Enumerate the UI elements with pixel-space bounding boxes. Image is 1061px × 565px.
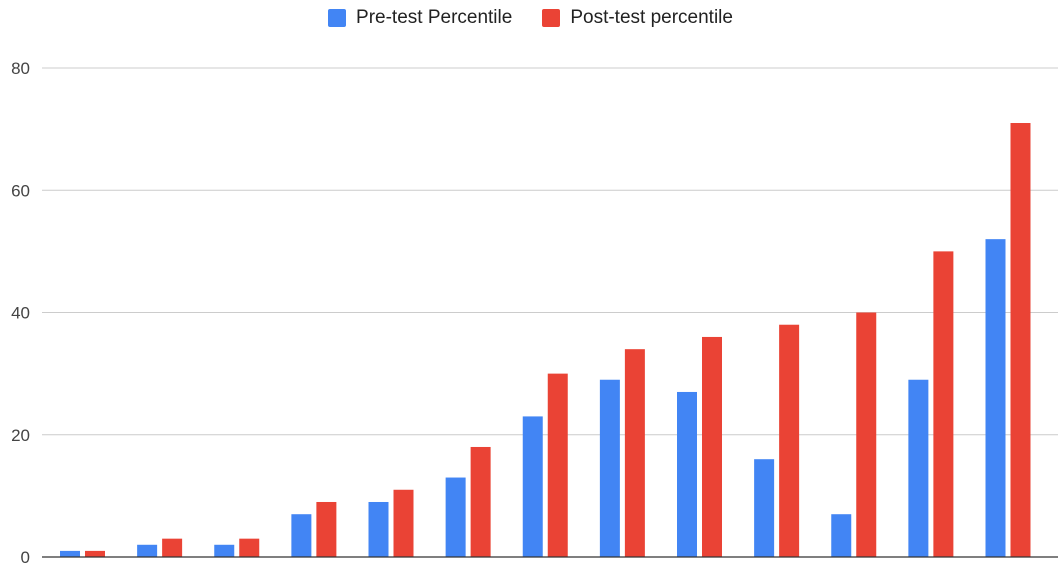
- bar-pre-9[interactable]: [677, 391, 697, 557]
- bar-post-7[interactable]: [547, 373, 568, 557]
- legend-swatch-pre-test: [328, 9, 347, 27]
- bar-pre-8[interactable]: [599, 379, 620, 557]
- legend-label-pre-test: Pre-test Percentile: [356, 7, 513, 28]
- bar-pre-2[interactable]: [137, 544, 158, 557]
- bar-pre-13[interactable]: [985, 239, 1006, 557]
- bar-pre-10[interactable]: [754, 459, 775, 557]
- y-tick-label-20: 20: [11, 426, 30, 445]
- y-tick-label-80: 80: [11, 59, 30, 78]
- legend-label-post-test: Post-test percentile: [570, 7, 733, 28]
- legend-item-pre-test[interactable]: Pre-test Percentile: [328, 7, 512, 29]
- bar-pre-1[interactable]: [60, 550, 80, 557]
- bar-post-12[interactable]: [933, 251, 954, 557]
- bar-pre-5[interactable]: [368, 501, 389, 557]
- bar-post-10[interactable]: [779, 324, 800, 557]
- bar-pre-3[interactable]: [214, 544, 235, 557]
- bar-post-4[interactable]: [316, 501, 337, 557]
- bar-pre-12[interactable]: [908, 379, 929, 557]
- bar-pre-7[interactable]: [522, 416, 543, 557]
- bar-pre-6[interactable]: [445, 477, 466, 557]
- bar-pre-4[interactable]: [291, 514, 312, 557]
- bar-post-9[interactable]: [702, 336, 722, 557]
- y-tick-label-60: 60: [11, 181, 30, 200]
- bar-pre-11[interactable]: [831, 514, 852, 557]
- bar-post-6[interactable]: [470, 446, 491, 557]
- legend: Pre-test Percentile Post-test percentile: [0, 4, 1061, 32]
- bar-post-5[interactable]: [393, 489, 414, 557]
- bar-post-3[interactable]: [239, 538, 260, 557]
- y-tick-label-0: 0: [21, 548, 30, 565]
- legend-item-post-test[interactable]: Post-test percentile: [542, 7, 733, 29]
- legend-swatch-post-test: [542, 9, 561, 27]
- bar-post-11[interactable]: [856, 312, 877, 558]
- bar-post-1[interactable]: [85, 550, 105, 557]
- bar-post-13[interactable]: [1010, 123, 1031, 557]
- y-tick-label-40: 40: [11, 304, 30, 323]
- bar-post-2[interactable]: [162, 538, 183, 557]
- bar-post-8[interactable]: [624, 349, 645, 557]
